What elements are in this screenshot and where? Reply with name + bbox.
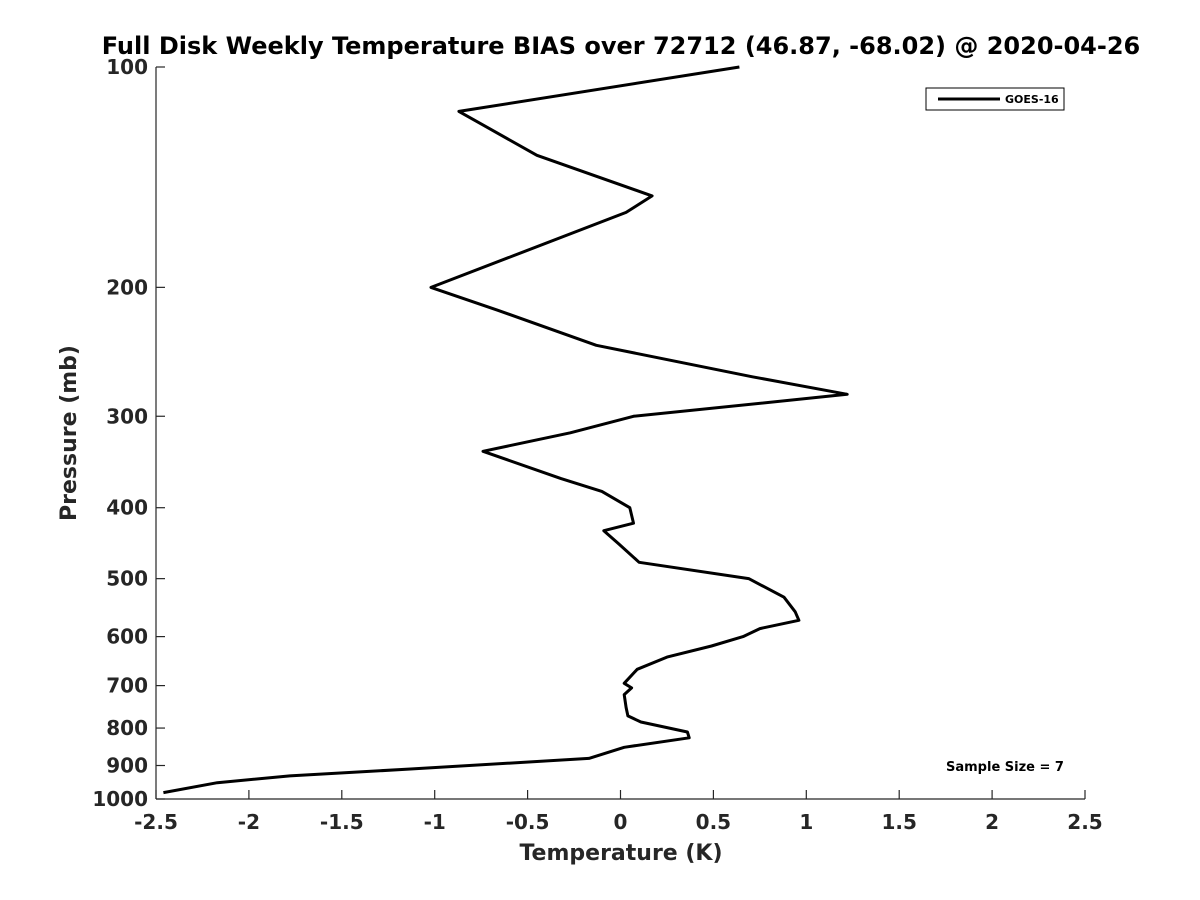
x-tick-label: 1.5 [881, 810, 916, 834]
y-tick-label: 600 [106, 625, 148, 649]
y-tick-label: 500 [106, 567, 148, 591]
plot-area: -2.5 -2 -1.5 -1 -0.5 0 0.5 1 1.5 2 2.5 100 200 300 40… [92, 55, 1102, 834]
y-tick-label: 800 [106, 716, 148, 740]
series-line-goes16 [163, 65, 849, 795]
x-axis-label: Temperature (K) [519, 841, 722, 866]
x-tick-label: 0.5 [696, 810, 731, 834]
x-axis-ticks: -2.5 -2 -1.5 -1 -0.5 0 0.5 1 1.5 2 2.5 [134, 790, 1103, 834]
chart-title: Full Disk Weekly Temperature BIAS over 7… [102, 32, 1141, 60]
x-tick-label: 1 [799, 810, 813, 834]
sample-size-annotation: Sample Size = 7 [946, 760, 1064, 775]
x-tick-label: -2 [238, 810, 260, 834]
x-tick-label: -1 [424, 810, 446, 834]
x-tick-label: -1.5 [320, 810, 364, 834]
y-tick-label: 100 [106, 55, 148, 79]
y-tick-label: 1000 [92, 787, 148, 811]
series-layer [163, 65, 849, 795]
x-tick-label: 2.5 [1067, 810, 1102, 834]
x-tick-label: -2.5 [134, 810, 178, 834]
y-tick-label: 900 [106, 754, 148, 778]
y-tick-label: 400 [106, 496, 148, 520]
x-tick-label: 2 [985, 810, 999, 834]
y-tick-label: 200 [106, 275, 148, 299]
legend-label-goes16: GOES-16 [1005, 93, 1059, 106]
y-tick-label: 300 [106, 404, 148, 428]
y-axis-ticks: 100 200 300 400 500 600 700 800 900 1000 [92, 55, 165, 811]
y-tick-label: 700 [106, 674, 148, 698]
y-axis-label: Pressure (mb) [57, 345, 82, 521]
x-tick-label: -0.5 [506, 810, 550, 834]
x-tick-label: 0 [614, 810, 628, 834]
legend: GOES-16 [925, 87, 1065, 111]
